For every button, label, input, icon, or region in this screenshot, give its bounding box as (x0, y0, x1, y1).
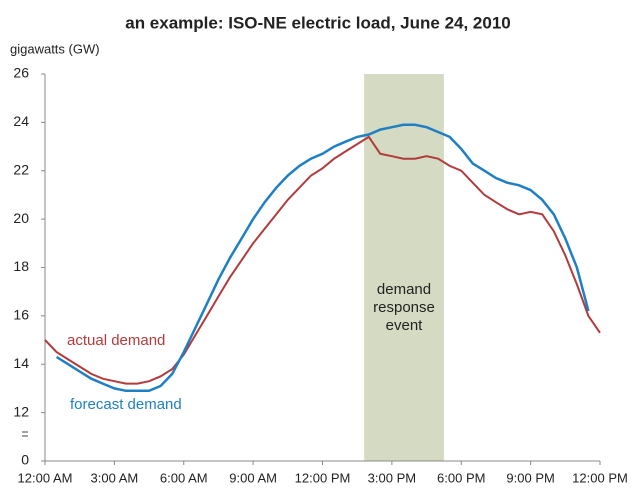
x-tick-label: 6:00 AM (160, 470, 208, 485)
x-tick-label: 9:00 AM (229, 470, 277, 485)
x-tick-label: 3:00 PM (368, 470, 416, 485)
y-tick-label: 14 (13, 355, 29, 371)
region-label: event (386, 317, 424, 334)
x-tick-label: 12:00 PM (295, 470, 351, 485)
series-label: forecast demand (70, 396, 182, 413)
y-tick-label: 16 (13, 307, 29, 323)
y-tick-label: 12 (13, 403, 29, 419)
series-label: actual demand (67, 332, 165, 349)
x-tick-label: 9:00 PM (506, 470, 554, 485)
y-tick-label: 24 (13, 113, 29, 129)
region-label: response (373, 299, 435, 316)
y-tick-label: 22 (13, 161, 29, 177)
shaded-region (364, 74, 444, 461)
y-tick-label: 0 (21, 452, 29, 468)
x-tick-label: 6:00 PM (437, 470, 485, 485)
y-tick-label: 20 (13, 210, 29, 226)
x-tick-label: 3:00 AM (91, 470, 139, 485)
x-tick-label: 12:00 PM (572, 470, 628, 485)
series-line (44, 135, 601, 385)
series-line (55, 123, 590, 393)
x-tick-label: 12:00 AM (18, 470, 73, 485)
y-tick-label: 18 (13, 258, 29, 274)
y-axis-label: gigawatts (GW) (10, 41, 100, 56)
y-tick-label: 26 (13, 65, 29, 81)
chart-title: an example: ISO-NE electric load, June 2… (125, 13, 511, 32)
region-label: demand (377, 281, 431, 298)
